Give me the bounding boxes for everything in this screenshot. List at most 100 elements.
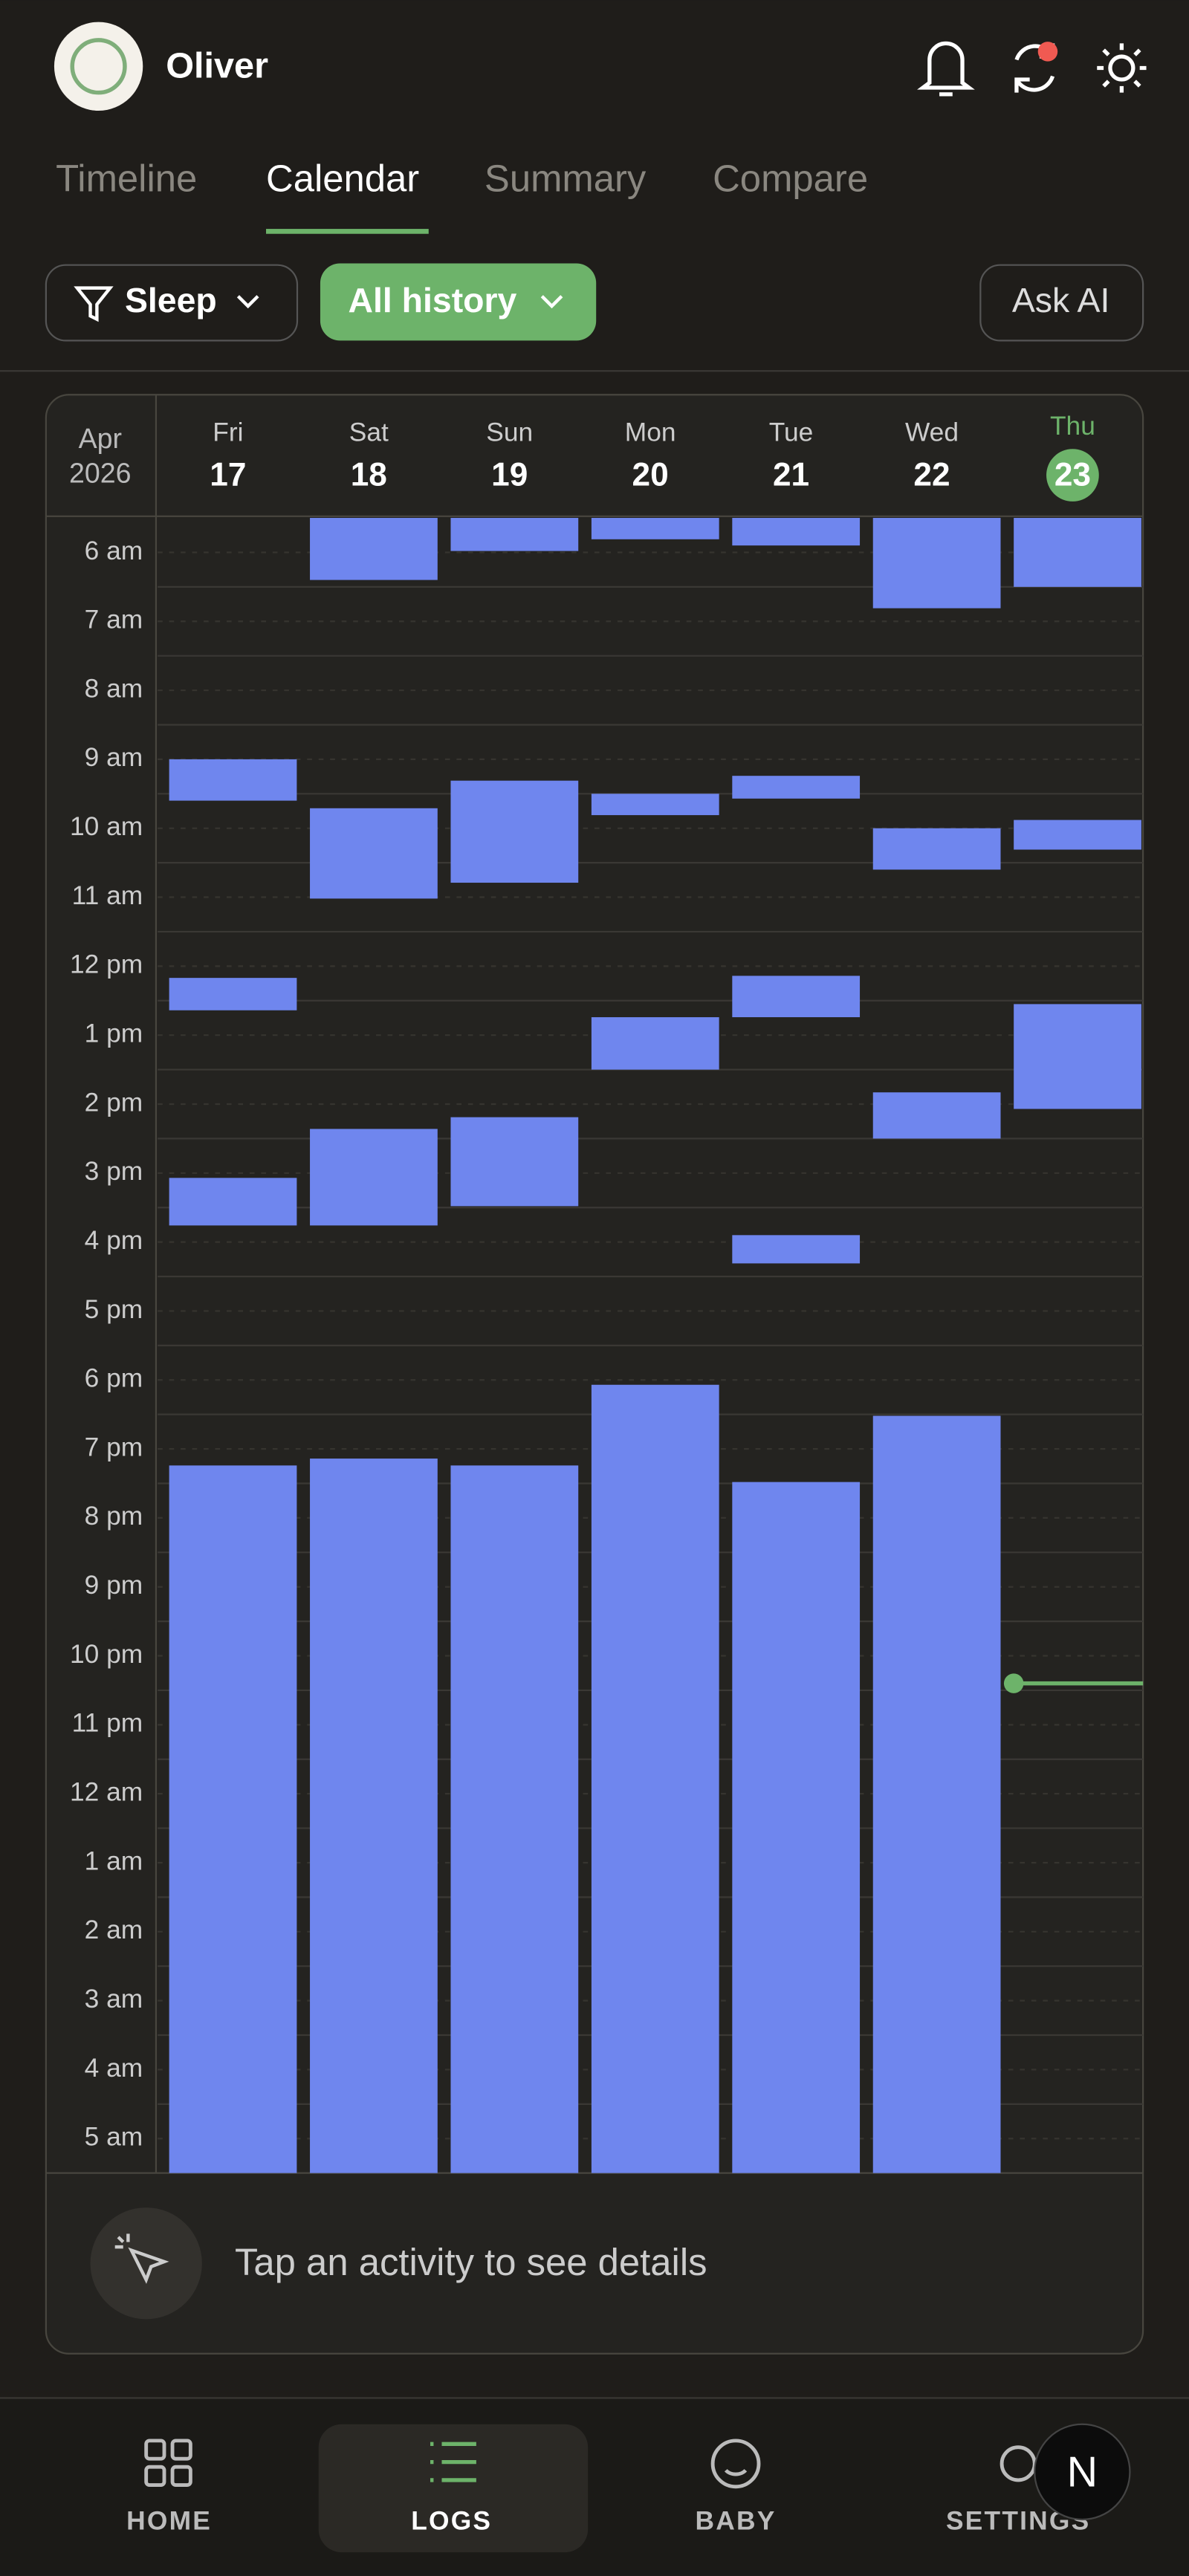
- dev-badge[interactable]: [1034, 2423, 1131, 2521]
- day-date: 17: [210, 456, 246, 493]
- day-name: Sun: [486, 418, 533, 447]
- sleep-block[interactable]: [169, 978, 297, 1010]
- sleep-block[interactable]: [872, 828, 1001, 870]
- tab[interactable]: Summary: [485, 157, 647, 199]
- hour-label: 12 am: [70, 1778, 143, 1807]
- logs-icon: [430, 2442, 476, 2482]
- now-dot: [1003, 1673, 1024, 1693]
- sleep-block[interactable]: [169, 759, 297, 801]
- tab[interactable]: Timeline: [56, 157, 197, 199]
- sleep-block[interactable]: [732, 1235, 861, 1264]
- sleep-block[interactable]: [169, 1465, 297, 2173]
- hour-label: 10 pm: [70, 1640, 143, 1669]
- sleep-block[interactable]: [1014, 518, 1141, 587]
- chevron: [540, 295, 563, 309]
- nav-label[interactable]: HOME: [126, 2507, 212, 2536]
- sleep-block[interactable]: [732, 518, 861, 546]
- tab-indicator: [266, 229, 429, 234]
- sleep-block[interactable]: [450, 780, 579, 883]
- bottom-nav: [0, 2398, 1189, 2576]
- day-name: Tue: [769, 418, 814, 447]
- day-date: 21: [773, 456, 809, 493]
- sleep-block[interactable]: [450, 1117, 579, 1207]
- hour-label: 4 pm: [85, 1226, 143, 1255]
- year: 2026: [69, 457, 132, 488]
- nav-label[interactable]: LOGS: [411, 2507, 492, 2536]
- sleep-block[interactable]: [732, 776, 861, 799]
- range-filter-label: All history: [349, 281, 517, 319]
- days: Fri 17 Sat 18 Sun 19 Mon 20 Tue 21 Wed 22 Thu 23: [169, 412, 1144, 2173]
- sleep-block[interactable]: [872, 518, 1001, 609]
- day-name: Thu: [1050, 412, 1095, 441]
- sleep-block[interactable]: [872, 1092, 1001, 1139]
- sleep-block[interactable]: [591, 518, 719, 539]
- day-date: 18: [351, 456, 387, 493]
- activity-filter[interactable]: [45, 264, 299, 342]
- baby-icon: [710, 2439, 761, 2489]
- sleep-block[interactable]: [310, 808, 438, 899]
- ask-ai-button[interactable]: [979, 264, 1144, 342]
- chevron: [236, 295, 259, 309]
- nav-active-bg: [318, 2424, 589, 2553]
- day-name: Fri: [213, 418, 243, 447]
- hour-label: 10 am: [70, 812, 143, 841]
- sleep-block[interactable]: [310, 518, 438, 580]
- hour-label: 7 pm: [85, 1433, 143, 1461]
- day-date: 20: [632, 456, 669, 493]
- sleep-block[interactable]: [591, 1384, 719, 2173]
- hour-label: 8 pm: [85, 1502, 143, 1531]
- hour-label: 11 am: [72, 881, 143, 910]
- sleep-block[interactable]: [732, 976, 861, 1018]
- divider: [0, 370, 1189, 372]
- home-icon: [144, 2439, 192, 2487]
- day-name: Mon: [625, 418, 676, 447]
- tap-icon: [114, 2233, 169, 2284]
- sleep-block[interactable]: [1014, 1004, 1141, 1109]
- dev-badge-label: N: [1067, 2448, 1098, 2496]
- sleep-block[interactable]: [450, 518, 579, 551]
- baby-avatar[interactable]: [54, 22, 143, 111]
- bell-icon[interactable]: [917, 41, 975, 97]
- hour-label: 6 pm: [85, 1364, 143, 1393]
- tab[interactable]: Calendar: [266, 157, 419, 199]
- sleep-block[interactable]: [450, 1465, 579, 2173]
- avatar-face: [70, 38, 127, 95]
- hour-label: 12 pm: [70, 950, 143, 979]
- sync-badge: [1037, 42, 1058, 62]
- sleep-block[interactable]: [1014, 820, 1141, 850]
- month: Apr: [79, 423, 122, 454]
- sleep-block[interactable]: [591, 794, 719, 816]
- nav-label[interactable]: BABY: [696, 2507, 777, 2536]
- sleep-block[interactable]: [732, 1482, 861, 2173]
- baby-name: Oliver: [166, 45, 268, 85]
- hour-label: 8 am: [85, 674, 143, 703]
- activity-filter-label: Sleep: [125, 281, 217, 319]
- sleep-block[interactable]: [591, 1017, 719, 1070]
- hour-label: 7 am: [85, 606, 143, 635]
- hour-label: 2 pm: [85, 1088, 143, 1117]
- day-name: Sat: [349, 418, 389, 447]
- day-date: 23: [1054, 456, 1091, 493]
- filter-icon: [74, 286, 114, 322]
- hour-label: 3 am: [85, 1985, 143, 2014]
- sleep-block[interactable]: [872, 1415, 1001, 2173]
- sync-icon[interactable]: [1014, 43, 1055, 93]
- sleep-block[interactable]: [169, 1178, 297, 1226]
- hour-label: 5 am: [85, 2123, 143, 2152]
- sleep-block[interactable]: [310, 1459, 438, 2173]
- day-date: 22: [913, 456, 950, 493]
- ask-ai-label: Ask AI: [1012, 281, 1110, 319]
- hour-label: 2 am: [85, 1915, 143, 1944]
- day-name: Wed: [905, 418, 959, 447]
- theme-icon[interactable]: [1097, 43, 1147, 93]
- hour-label: 4 am: [85, 2054, 143, 2083]
- hour-label: 5 pm: [85, 1295, 143, 1324]
- sleep-block[interactable]: [310, 1129, 438, 1226]
- day-date: 19: [491, 456, 528, 493]
- range-filter[interactable]: [320, 263, 597, 341]
- tab[interactable]: Compare: [713, 157, 868, 199]
- hour-label: 6 am: [85, 536, 143, 565]
- tabs: Timeline Calendar Summary Compare: [56, 157, 868, 199]
